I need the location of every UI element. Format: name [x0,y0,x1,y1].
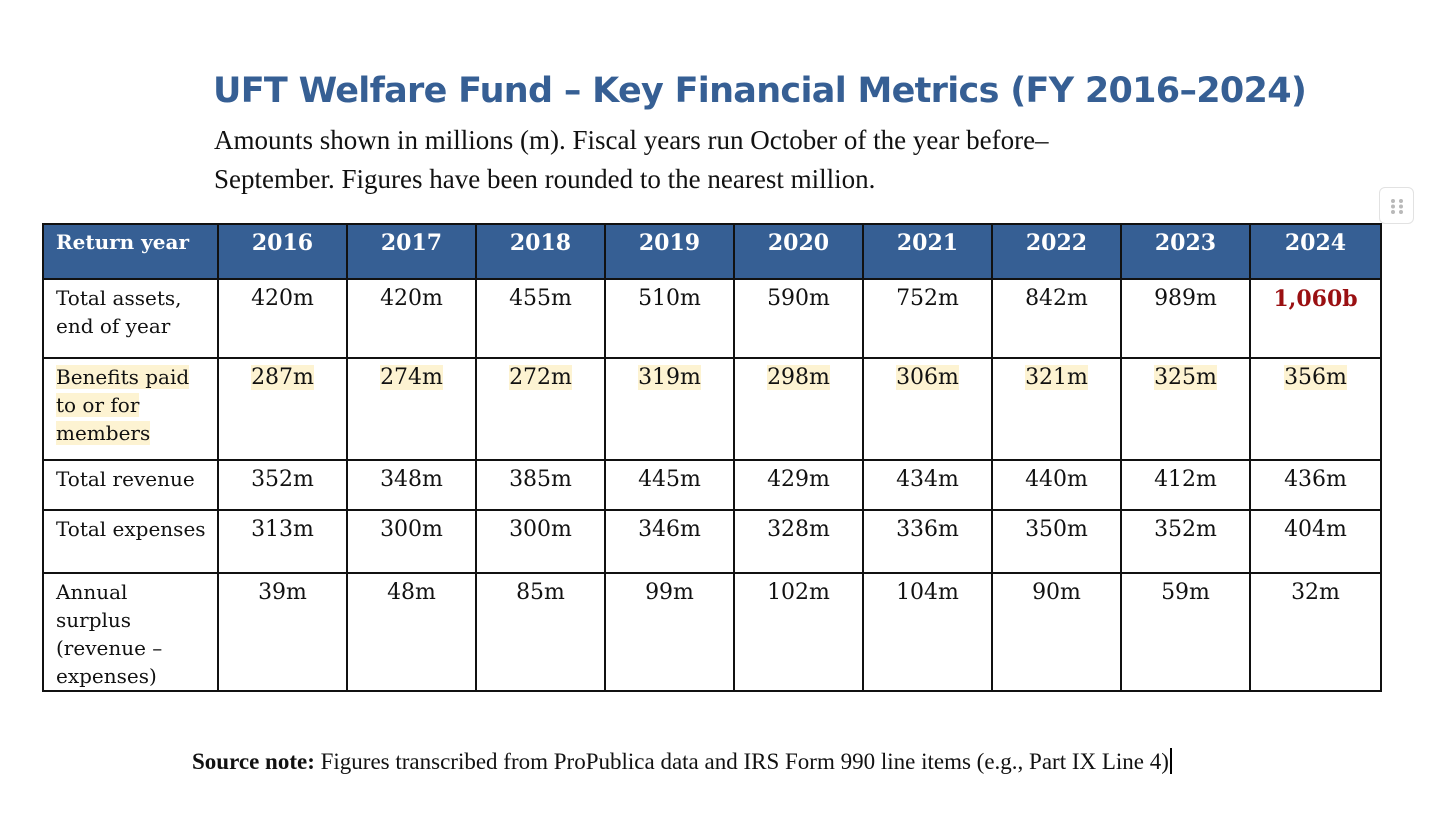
table-cell[interactable]: 440m [991,459,1122,511]
table-cell[interactable]: 39m [217,572,348,692]
table-cell[interactable]: 85m [475,572,606,692]
table-cell[interactable]: 99m [604,572,735,692]
table-cell[interactable]: 48m [346,572,477,692]
table-cell[interactable]: 420m [217,278,348,359]
table-cell[interactable]: 300m [346,509,477,574]
source-note[interactable]: Source note: Figures transcribed from Pr… [192,746,1172,778]
row-label-total-revenue[interactable]: Total revenue [42,459,219,511]
table-cell[interactable]: 313m [217,509,348,574]
header-year-cell[interactable]: 2022 [991,223,1122,280]
table-cell[interactable]: 989m [1120,278,1251,359]
table-cell[interactable]: 429m [733,459,864,511]
table-cell[interactable]: 356m [1249,357,1382,461]
table-cell[interactable]: 306m [862,357,993,461]
table-cell[interactable]: 445m [604,459,735,511]
highlighted-value: 287m [251,365,314,390]
row-label-total-expenses[interactable]: Total expenses [42,509,219,574]
financial-metrics-table: Return year 2016 2017 2018 2019 2020 202… [42,223,1382,692]
table-row-annual-surplus: Annual surplus (revenue – expenses) 39m … [42,572,1382,692]
table-cell[interactable]: 298m [733,357,864,461]
header-year-cell[interactable]: 2023 [1120,223,1251,280]
table-cell[interactable]: 272m [475,357,606,461]
table-cell[interactable]: 510m [604,278,735,359]
table-cell[interactable]: 385m [475,459,606,511]
table-cell[interactable]: 59m [1120,572,1251,692]
table-cell[interactable]: 300m [475,509,606,574]
highlighted-value: 272m [509,365,572,390]
highlighted-value: 306m [896,365,959,390]
flagged-value: 1,060b [1273,286,1358,312]
table-cell[interactable]: 842m [991,278,1122,359]
text-cursor [1169,748,1172,774]
source-note-label: Source note: [192,749,315,774]
table-row-benefits-paid: Benefits paid to or for members 287m 274… [42,357,1382,461]
table-row-total-expenses: Total expenses 313m 300m 300m 346m 328m … [42,509,1382,574]
table-cell[interactable]: 590m [733,278,864,359]
header-year-cell[interactable]: 2024 [1249,223,1382,280]
table-cell[interactable]: 274m [346,357,477,461]
page-subtitle: Amounts shown in millions (m). Fiscal ye… [214,125,1049,194]
table-cell[interactable]: 352m [217,459,348,511]
highlighted-value: 356m [1284,365,1347,390]
table-row-total-assets: Total assets, end of year 420m 420m 455m… [42,278,1382,359]
table-cell[interactable]: 350m [991,509,1122,574]
table-cell[interactable]: 321m [991,357,1122,461]
table-cell[interactable]: 752m [862,278,993,359]
table-cell[interactable]: 287m [217,357,348,461]
table-drag-handle[interactable] [1379,187,1414,224]
table-cell[interactable]: 104m [862,572,993,692]
table-cell[interactable]: 319m [604,357,735,461]
header-year-cell[interactable]: 2016 [217,223,348,280]
table-cell[interactable]: 328m [733,509,864,574]
page-title: UFT Welfare Fund – Key Financial Metrics… [213,71,1307,111]
header-corner-cell[interactable]: Return year [42,223,219,280]
table-cell[interactable]: 336m [862,509,993,574]
table-cell[interactable]: 434m [862,459,993,511]
table-cell[interactable]: 102m [733,572,864,692]
table-cell[interactable]: 346m [604,509,735,574]
drag-handle-icon [1391,199,1403,214]
table-header-row: Return year 2016 2017 2018 2019 2020 202… [42,223,1382,280]
header-year-cell[interactable]: 2018 [475,223,606,280]
highlighted-value: 319m [638,365,701,390]
table-row-total-revenue: Total revenue 352m 348m 385m 445m 429m 4… [42,459,1382,511]
header-year-cell[interactable]: 2021 [862,223,993,280]
source-note-text: Figures transcribed from ProPublica data… [314,749,1169,774]
highlighted-value: 274m [380,365,443,390]
highlighted-value: 298m [767,365,830,390]
highlighted-value: 321m [1025,365,1088,390]
table-cell[interactable]: 455m [475,278,606,359]
row-label-annual-surplus[interactable]: Annual surplus (revenue – expenses) [42,572,219,692]
table-cell[interactable]: 348m [346,459,477,511]
table-cell[interactable]: 325m [1120,357,1251,461]
table-cell[interactable]: 420m [346,278,477,359]
header-year-cell[interactable]: 2017 [346,223,477,280]
table-cell[interactable]: 436m [1249,459,1382,511]
highlighted-label: Benefits paid to or for members [56,365,190,445]
table-cell[interactable]: 90m [991,572,1122,692]
table-cell[interactable]: 412m [1120,459,1251,511]
row-label-benefits-paid[interactable]: Benefits paid to or for members [42,357,219,461]
table-cell-flagged[interactable]: 1,060b [1249,278,1382,359]
row-label-total-assets[interactable]: Total assets, end of year [42,278,219,359]
table-cell[interactable]: 352m [1120,509,1251,574]
table-cell[interactable]: 404m [1249,509,1382,574]
header-year-cell[interactable]: 2019 [604,223,735,280]
table-cell[interactable]: 32m [1249,572,1382,692]
highlighted-value: 325m [1154,365,1217,390]
header-year-cell[interactable]: 2020 [733,223,864,280]
